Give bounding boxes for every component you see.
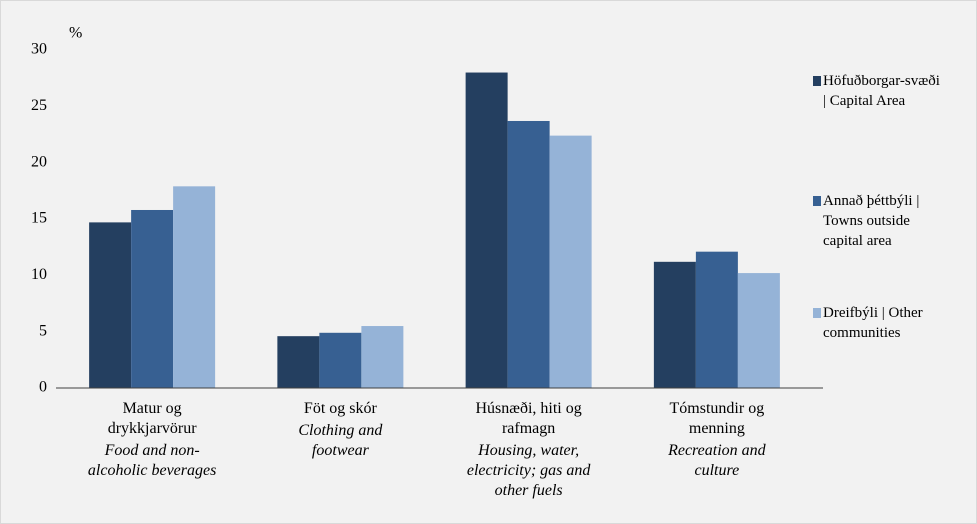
x-tick-label-en: Clothing and footwear — [298, 422, 383, 459]
y-tick-label: 20 — [31, 153, 47, 170]
x-tick-label-group: Föt og skór Clothing and footwear — [270, 399, 410, 461]
x-tick-label-group: Matur og drykkjarvörur Food and non-alcoh… — [82, 399, 222, 481]
y-tick-label: 15 — [31, 210, 47, 227]
x-tick-label-group: Húsnæði, hiti og rafmagn Housing, water, … — [459, 399, 599, 501]
legend-swatch — [813, 308, 821, 318]
bar — [89, 222, 132, 388]
bar — [695, 251, 738, 388]
x-tick-label: Matur og drykkjarvörur — [107, 400, 197, 437]
bar — [319, 332, 362, 388]
bar — [173, 186, 216, 388]
y-tick-label: 25 — [31, 97, 47, 114]
bar — [277, 336, 320, 388]
legend-item: Annað þéttbýli | Towns outside capital a… — [813, 191, 963, 251]
bar — [507, 120, 550, 388]
bar — [131, 209, 174, 388]
legend-label: Annað þéttbýli | Towns outside capital a… — [823, 193, 920, 249]
y-tick-label: 5 — [39, 322, 47, 339]
bar — [465, 72, 508, 389]
x-tick-label-en: Recreation and culture — [668, 442, 766, 479]
bar — [653, 261, 696, 388]
legend-label: Höfuðborgar-svæði | Capital Area — [823, 73, 940, 109]
legend-swatch — [813, 76, 821, 86]
x-tick-label: Húsnæði, hiti og rafmagn — [475, 400, 582, 437]
bar — [549, 135, 592, 388]
x-tick-label: Föt og skór — [303, 400, 377, 417]
legend-item: Dreifbýli | Other communities — [813, 303, 963, 343]
y-tick-label: 10 — [31, 266, 47, 283]
x-tick-label-group: Tómstundir og menning Recreation and cult… — [647, 399, 787, 481]
y-tick-label: 0 — [39, 379, 47, 396]
bar — [361, 326, 404, 388]
x-tick-label-en: Housing, water, electricity; gas and oth… — [466, 442, 591, 499]
y-tick-label: 30 — [31, 41, 47, 58]
bar — [737, 273, 780, 388]
legend-label: Dreifbýli | Other communities — [823, 305, 923, 341]
legend-swatch — [813, 196, 821, 206]
y-unit: % — [69, 25, 82, 42]
x-tick-label: Tómstundir og menning — [669, 400, 765, 437]
x-tick-label-en: Food and non-alcoholic beverages — [87, 442, 217, 479]
legend-item: Höfuðborgar-svæði | Capital Area — [813, 71, 963, 111]
